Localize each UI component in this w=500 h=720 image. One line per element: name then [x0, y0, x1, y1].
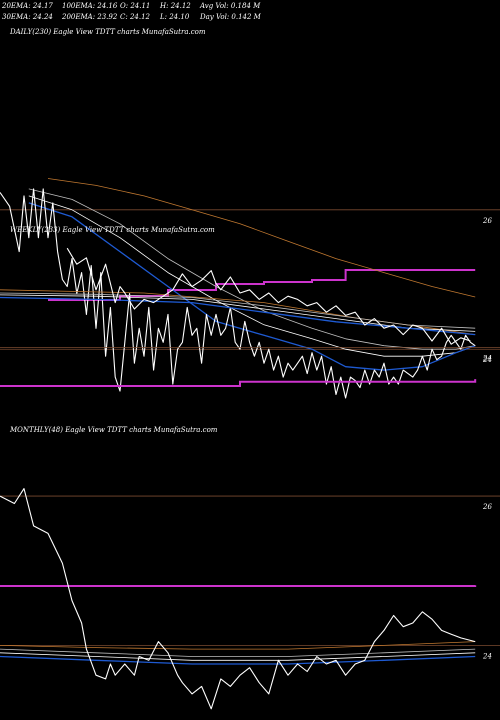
volume-line-weekly	[0, 379, 477, 387]
series-ema-fast-monthly	[0, 655, 476, 665]
stat-close: C: 24.12	[120, 13, 150, 21]
y-tick-label-monthly-24: 24	[482, 652, 492, 660]
y-tick-label-daily-26: 26	[482, 217, 492, 225]
series-price-weekly	[66, 247, 471, 345]
series-ema-slow-daily	[28, 195, 476, 357]
stat-high: H: 24.12	[160, 2, 191, 10]
stat-open: O: 24.11	[120, 2, 151, 10]
series-ema-long-daily	[47, 178, 476, 298]
volume-line-daily	[48, 269, 476, 301]
series-ema-fast-weekly	[0, 296, 476, 336]
stat-low: L: 24.10	[160, 13, 190, 21]
stat-100ema: 100EMA: 24.16	[62, 2, 118, 10]
y-tick-label-weekly-24: 24	[482, 354, 492, 362]
stat-200ema: 200EMA: 23.92	[62, 13, 118, 21]
series-ema-slow-monthly	[0, 652, 476, 661]
series-ema-long-monthly	[0, 641, 476, 650]
series-ema-long-weekly	[0, 289, 476, 335]
stat-20ema: 20EMA: 24.17	[2, 2, 53, 10]
series-ema-mid-weekly	[0, 292, 476, 329]
series-ema-mid-monthly	[0, 648, 476, 657]
panel-title-monthly: MONTHLY(48) Eagle View TDTT charts Munaf…	[9, 426, 218, 434]
stat-30ema: 30EMA: 24.24	[2, 13, 53, 21]
stat-avg-vol: Avg Vol: 0.184 M	[200, 2, 261, 10]
series-price-monthly	[0, 488, 476, 710]
y-tick-label-monthly-26: 26	[482, 503, 492, 511]
stat-day-vol: Day Vol: 0.142 M	[200, 13, 261, 21]
y-tick-label-daily-24: 24	[482, 356, 492, 364]
series-ema-mid-daily	[28, 188, 476, 350]
panel-title-weekly: WEEKLY(233) Eagle View TDTT charts Munaf…	[10, 226, 215, 234]
panel-title-daily: DAILY(230) Eagle View TDTT charts Munafa…	[9, 28, 206, 36]
series-price-daily	[0, 188, 476, 399]
volume-line-monthly	[0, 585, 477, 587]
